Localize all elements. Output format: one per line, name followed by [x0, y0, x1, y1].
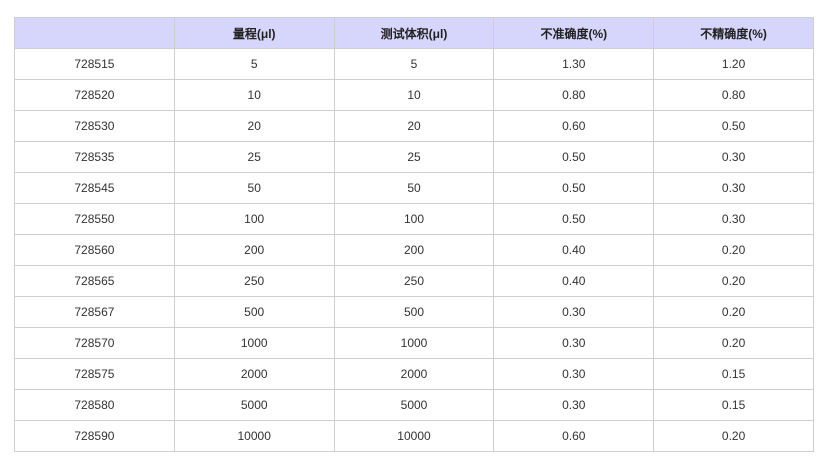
table-cell: 728570 — [14, 327, 175, 359]
table-cell: 0.60 — [493, 110, 655, 142]
table-cell: 0.50 — [653, 110, 814, 142]
table-cell: 25 — [173, 141, 335, 173]
table-cell: 5000 — [173, 389, 335, 421]
column-header: 测试体积(μl) — [333, 17, 495, 49]
table-cell: 0.80 — [653, 79, 814, 111]
table-cell: 500 — [173, 296, 335, 328]
table-cell: 1000 — [173, 327, 335, 359]
table-cell: 728567 — [14, 296, 175, 328]
column-header — [14, 17, 175, 49]
table-cell: 0.20 — [653, 265, 814, 297]
table-cell: 0.40 — [493, 265, 655, 297]
table-cell: 0.20 — [653, 234, 814, 266]
table-cell: 10 — [333, 79, 495, 111]
table-header-row: 量程(μl) 测试体积(μl) 不准确度(%) 不精确度(%) — [14, 17, 814, 49]
table-cell: 0.20 — [653, 327, 814, 359]
table-row: 728567 500 500 0.30 0.20 — [14, 296, 814, 328]
table-row: 728560 200 200 0.40 0.20 — [14, 234, 814, 266]
table-cell: 728560 — [14, 234, 175, 266]
table-row: 728515 5 5 1.30 1.20 — [14, 48, 814, 80]
table-cell: 100 — [173, 203, 335, 235]
table-cell: 0.30 — [653, 141, 814, 173]
table-cell: 20 — [173, 110, 335, 142]
table-cell: 0.30 — [653, 172, 814, 204]
table-row: 728570 1000 1000 0.30 0.20 — [14, 327, 814, 359]
table-cell: 10000 — [333, 420, 495, 452]
column-header: 不精确度(%) — [653, 17, 814, 49]
table-cell: 0.50 — [493, 203, 655, 235]
table-cell: 0.50 — [493, 141, 655, 173]
table-cell: 100 — [333, 203, 495, 235]
table-row: 728530 20 20 0.60 0.50 — [14, 110, 814, 142]
table-cell: 728545 — [14, 172, 175, 204]
table-cell: 50 — [333, 172, 495, 204]
table-cell: 0.30 — [493, 327, 655, 359]
table-row: 728520 10 10 0.80 0.80 — [14, 79, 814, 111]
table-cell: 250 — [333, 265, 495, 297]
specifications-table: 量程(μl) 测试体积(μl) 不准确度(%) 不精确度(%) 728515 5 5 1.3… — [14, 17, 814, 452]
table-cell: 10 — [173, 79, 335, 111]
table-cell: 728580 — [14, 389, 175, 421]
table-cell: 0.60 — [493, 420, 655, 452]
table-row: 728565 250 250 0.40 0.20 — [14, 265, 814, 297]
table-cell: 728535 — [14, 141, 175, 173]
table-cell: 0.30 — [653, 203, 814, 235]
table-cell: 2000 — [333, 358, 495, 390]
table-cell: 728590 — [14, 420, 175, 452]
table-cell: 5000 — [333, 389, 495, 421]
table-cell: 500 — [333, 296, 495, 328]
table-row: 728545 50 50 0.50 0.30 — [14, 172, 814, 204]
table-cell: 0.30 — [493, 296, 655, 328]
table-cell: 0.15 — [653, 358, 814, 390]
table-cell: 1000 — [333, 327, 495, 359]
table-cell: 728550 — [14, 203, 175, 235]
table-cell: 250 — [173, 265, 335, 297]
table-cell: 25 — [333, 141, 495, 173]
table-cell: 728530 — [14, 110, 175, 142]
table-cell: 728565 — [14, 265, 175, 297]
table-row: 728550 100 100 0.50 0.30 — [14, 203, 814, 235]
table-cell: 1.30 — [493, 48, 655, 80]
table-cell: 0.50 — [493, 172, 655, 204]
table-cell: 50 — [173, 172, 335, 204]
table-cell: 0.80 — [493, 79, 655, 111]
table-cell: 20 — [333, 110, 495, 142]
table-cell: 0.30 — [493, 358, 655, 390]
table-cell: 0.20 — [653, 296, 814, 328]
table-cell: 0.15 — [653, 389, 814, 421]
table-row: 728535 25 25 0.50 0.30 — [14, 141, 814, 173]
table-cell: 2000 — [173, 358, 335, 390]
table-cell: 200 — [173, 234, 335, 266]
table-cell: 728575 — [14, 358, 175, 390]
table-cell: 1.20 — [653, 48, 814, 80]
table-cell: 0.20 — [653, 420, 814, 452]
column-header: 不准确度(%) — [493, 17, 655, 49]
table-cell: 200 — [333, 234, 495, 266]
column-header: 量程(μl) — [173, 17, 335, 49]
table-cell: 728515 — [14, 48, 175, 80]
table-cell: 5 — [333, 48, 495, 80]
table-row: 728580 5000 5000 0.30 0.15 — [14, 389, 814, 421]
table-cell: 10000 — [173, 420, 335, 452]
table-row: 728575 2000 2000 0.30 0.15 — [14, 358, 814, 390]
table-cell: 728520 — [14, 79, 175, 111]
table-row: 728590 10000 10000 0.60 0.20 — [14, 420, 814, 452]
table-cell: 0.40 — [493, 234, 655, 266]
table-cell: 5 — [173, 48, 335, 80]
table-cell: 0.30 — [493, 389, 655, 421]
